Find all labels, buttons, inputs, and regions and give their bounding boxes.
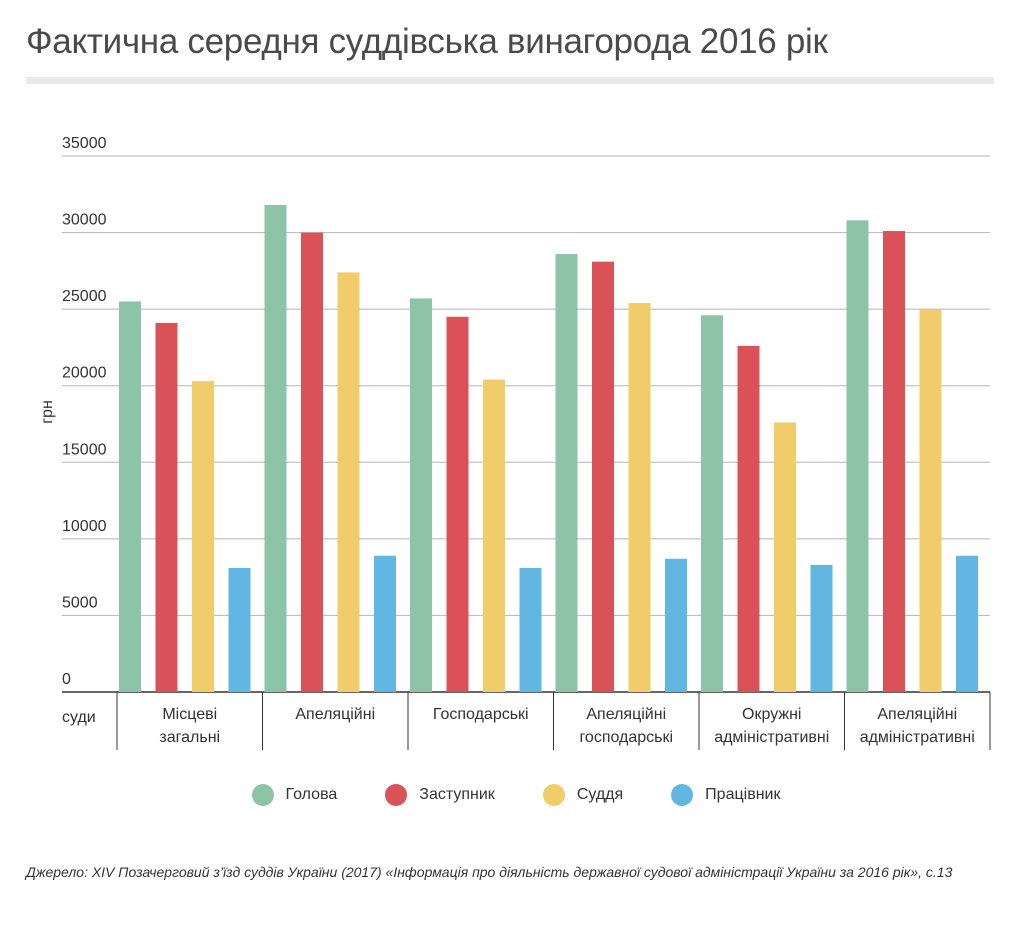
category-label: Місцеві: [162, 706, 217, 723]
category-label: Апеляційні: [295, 706, 375, 723]
category-label: адміністративні: [860, 729, 975, 746]
legend-item-3: Суддя: [542, 784, 624, 806]
chart-title: Фактична середня суддівська винагорода 2…: [26, 22, 828, 61]
legend-item-4: Працівник: [671, 784, 780, 806]
y-tick-label: 5000: [62, 594, 98, 611]
bar-1-3: [410, 298, 432, 692]
legend-swatch: [671, 784, 694, 806]
category-label: Господарські: [433, 706, 529, 723]
bar-4-2: [374, 555, 396, 692]
bar-4-3: [519, 567, 542, 692]
legend-label: Суддя: [576, 786, 624, 803]
bar-3-4: [628, 303, 651, 692]
x-axis-label: суди: [62, 709, 96, 726]
bar-3-6: [919, 309, 942, 692]
legend-swatch: [385, 784, 408, 806]
bar-2-4: [592, 261, 614, 692]
bar-2-6: [883, 231, 905, 693]
bar-1-5: [701, 315, 723, 692]
bar-4-5: [810, 564, 833, 692]
y-tick-label: 0: [62, 671, 71, 688]
legend-label: Працівник: [705, 786, 781, 803]
category-label: загальні: [159, 729, 220, 746]
bar-2-1: [155, 322, 178, 692]
legend-item-2: Заступник: [385, 784, 495, 806]
y-tick-label: 35000: [62, 135, 107, 152]
y-tick-label: 30000: [62, 212, 107, 229]
category-label: Окружні: [742, 706, 801, 723]
category-label: Апеляційні: [877, 706, 957, 723]
legend: Голова Заступник Суддя Працівник: [0, 784, 1024, 806]
category-label: Апеляційні: [586, 706, 666, 723]
bar-4-4: [665, 558, 687, 692]
title-divider: [26, 77, 994, 84]
bar-4-6: [956, 555, 978, 692]
y-tick-label: 25000: [62, 288, 107, 305]
legend-label: Голова: [285, 786, 338, 803]
bar-3-1: [192, 381, 214, 692]
legend-item-1: Голова: [251, 784, 338, 806]
legend-label: Заступник: [419, 786, 495, 803]
source-note: Джерело: XIV Позачерговий з’їзд суддів У…: [26, 864, 953, 880]
bar-3-3: [483, 379, 505, 692]
y-tick-label: 10000: [62, 518, 107, 535]
bar-3-5: [774, 422, 796, 692]
bar-4-1: [228, 567, 251, 692]
y-tick-label: 15000: [62, 441, 107, 458]
legend-swatch: [251, 784, 274, 806]
y-tick-label: 20000: [62, 365, 107, 382]
legend-swatch: [542, 784, 565, 806]
bar-2-5: [737, 345, 760, 692]
category-label: господарські: [579, 729, 673, 746]
bar-1-2: [264, 205, 287, 692]
bar-2-2: [301, 232, 323, 693]
bar-1-4: [555, 254, 578, 693]
bar-chart: 0 5000 10000 15000 20000 25000 30000 35000 грн су…: [39, 135, 991, 750]
bar-2-3: [446, 316, 469, 692]
bar-1-1: [119, 301, 141, 692]
bar-3-2: [337, 272, 360, 692]
bar-1-6: [846, 220, 869, 692]
y-axis-label: грн: [39, 400, 56, 424]
category-label: адміністративні: [714, 729, 829, 746]
